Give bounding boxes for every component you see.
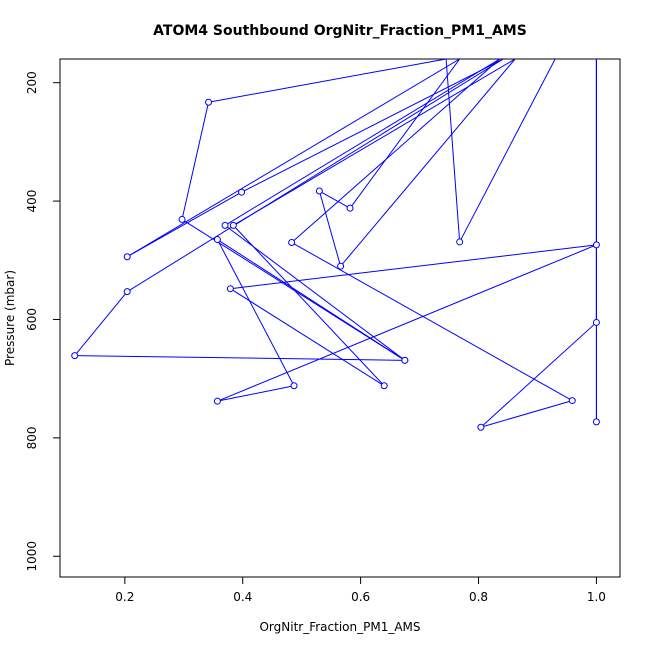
series-segment — [217, 385, 295, 402]
y-axis: 200 400 600 800 1000 — [25, 71, 61, 572]
series-segment — [480, 400, 573, 428]
series-segment — [208, 59, 447, 103]
series-segment — [74, 291, 128, 356]
data-point — [221, 221, 229, 229]
series-segment — [319, 190, 351, 209]
data-point — [213, 397, 221, 405]
series-segment — [349, 59, 461, 209]
series-segment — [126, 59, 460, 258]
series-segment — [230, 288, 385, 387]
data-point — [205, 98, 213, 106]
series-segment — [126, 191, 242, 258]
data-point — [123, 253, 131, 261]
data-point — [178, 215, 186, 223]
data-point — [337, 262, 345, 270]
series-segment — [318, 190, 342, 267]
data-point — [380, 382, 388, 390]
data-point — [477, 423, 485, 431]
data-point — [229, 221, 237, 229]
y-tick-label: 200 — [25, 71, 39, 94]
series-segment — [233, 59, 516, 226]
data-point — [401, 356, 409, 364]
data-point — [346, 204, 354, 212]
data-point — [238, 188, 246, 196]
series-segment — [74, 355, 405, 361]
series-segment — [480, 322, 597, 428]
x-tick-label: 0.4 — [233, 590, 252, 604]
series-segment — [181, 102, 210, 220]
y-tick-label: 1000 — [25, 541, 39, 572]
series-segment — [459, 59, 556, 243]
series-segment — [224, 59, 501, 226]
series-segment — [181, 219, 406, 361]
series-markers — [71, 98, 600, 431]
series-segment — [241, 59, 504, 193]
data-point — [288, 239, 296, 247]
data-point — [592, 318, 600, 326]
data-point — [290, 382, 298, 390]
x-tick-label: 0.2 — [115, 590, 134, 604]
x-axis: 0.2 0.4 0.6 0.8 1.0 — [115, 576, 606, 604]
series-segment — [340, 59, 516, 267]
data-point — [592, 418, 600, 426]
data-point — [568, 397, 576, 405]
series-segment — [126, 59, 504, 293]
series-segment — [217, 244, 597, 402]
x-tick-label: 1.0 — [587, 590, 606, 604]
series-segment — [230, 244, 597, 290]
x-tick-label: 0.6 — [351, 590, 370, 604]
data-point — [592, 241, 600, 249]
data-point — [226, 285, 234, 293]
series-segment — [445, 59, 461, 242]
data-point — [456, 238, 464, 246]
series-orgnitr — [74, 59, 597, 428]
data-point — [71, 352, 79, 360]
y-tick-label: 600 — [25, 308, 39, 331]
y-axis-label: Pressure (mbar) — [3, 270, 17, 366]
series-segment — [232, 225, 385, 387]
series-segment — [216, 239, 295, 387]
x-axis-label: OrgNitr_Fraction_PM1_AMS — [259, 620, 420, 634]
x-tick-label: 0.8 — [469, 590, 488, 604]
data-point — [213, 236, 221, 244]
y-tick-label: 800 — [25, 426, 39, 449]
y-tick-label: 400 — [25, 190, 39, 213]
data-point — [123, 288, 131, 296]
series-segment — [291, 59, 501, 243]
chart-title: ATOM4 Southbound OrgNitr_Fraction_PM1_AM… — [153, 23, 527, 39]
data-point — [315, 187, 323, 195]
